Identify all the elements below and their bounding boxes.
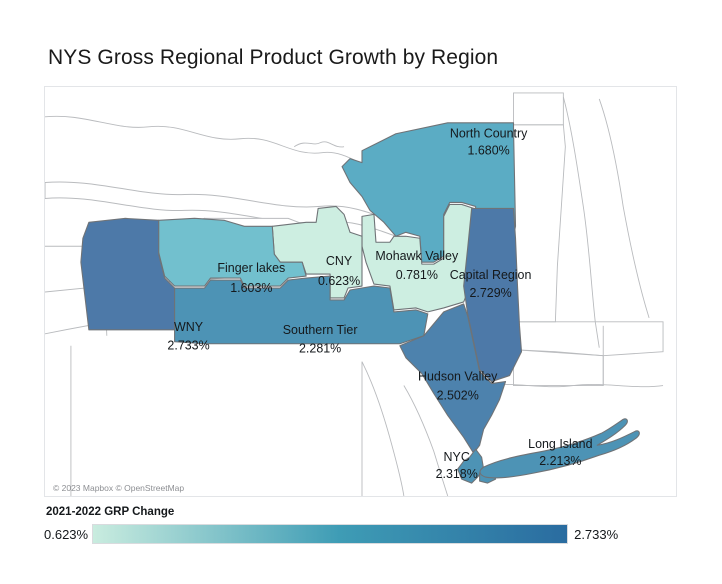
region-labels: North Country 1.680% Finger lakes 1.603%… bbox=[167, 127, 592, 481]
value-nyc: 2.318% bbox=[436, 467, 478, 481]
legend-min-label: 0.623% bbox=[44, 526, 89, 542]
legend: 2021-2022 GRP Change 0.623% 2.733% bbox=[44, 506, 684, 558]
legend-scale: 0.623% 2.733% bbox=[44, 524, 618, 544]
legend-gradient-bar bbox=[92, 524, 569, 544]
label-nyc: NYC bbox=[444, 450, 470, 464]
map-canvas[interactable]: North Country 1.680% Finger lakes 1.603%… bbox=[44, 86, 677, 497]
page-title: NYS Gross Regional Product Growth by Reg… bbox=[48, 46, 499, 69]
value-cny: 0.623% bbox=[318, 274, 360, 288]
label-north-country: North Country bbox=[450, 127, 528, 141]
value-wny: 2.733% bbox=[167, 339, 209, 353]
label-cny: CNY bbox=[326, 254, 353, 268]
label-mohawk-valley: Mohawk Valley bbox=[375, 249, 459, 263]
value-long-island: 2.213% bbox=[539, 454, 581, 468]
region-capital-region[interactable] bbox=[463, 207, 523, 383]
label-capital-region: Capital Region bbox=[450, 268, 532, 282]
region-finger-lakes[interactable] bbox=[158, 217, 307, 287]
value-southern-tier: 2.281% bbox=[299, 342, 341, 356]
region-hudson-valley[interactable] bbox=[399, 303, 507, 454]
region-shapes bbox=[80, 122, 640, 484]
region-southern-tier[interactable] bbox=[174, 275, 429, 345]
value-hudson-valley: 2.502% bbox=[437, 388, 479, 402]
legend-title: 2021-2022 GRP Change bbox=[46, 506, 175, 518]
label-long-island: Long Island bbox=[528, 437, 592, 451]
label-southern-tier: Southern Tier bbox=[283, 323, 358, 337]
value-north-country: 1.680% bbox=[467, 144, 509, 158]
map-attribution: © 2023 Mapbox © OpenStreetMap bbox=[53, 483, 185, 493]
label-hudson-valley: Hudson Valley bbox=[418, 370, 498, 384]
label-finger-lakes: Finger lakes bbox=[217, 261, 285, 275]
region-long-island[interactable] bbox=[479, 418, 640, 479]
value-capital-region: 2.729% bbox=[469, 286, 511, 300]
value-finger-lakes: 1.603% bbox=[230, 281, 272, 295]
value-mohawk-valley: 0.781% bbox=[396, 268, 438, 282]
basemap-outlines bbox=[45, 87, 664, 496]
label-wny: WNY bbox=[174, 320, 204, 334]
map-svg: North Country 1.680% Finger lakes 1.603%… bbox=[45, 87, 664, 496]
legend-max-label: 2.733% bbox=[574, 526, 619, 542]
